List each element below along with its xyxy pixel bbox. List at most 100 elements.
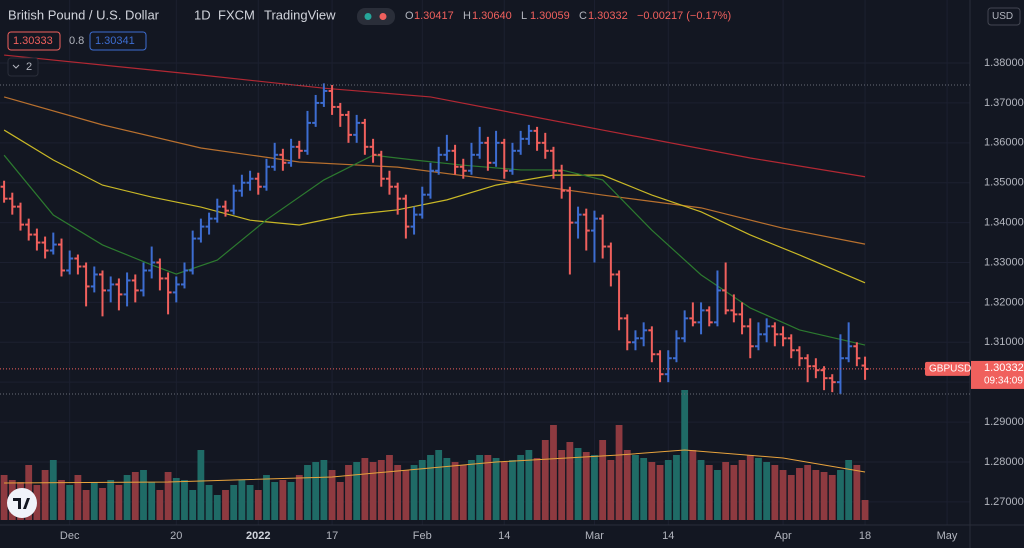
volume-bar — [476, 455, 484, 520]
y-tick-label: 1.32000 — [984, 296, 1024, 308]
volume-bar — [99, 488, 106, 520]
volume-bar — [468, 460, 475, 520]
status-dot — [364, 13, 372, 20]
y-tick-label: 1.38000 — [984, 57, 1024, 69]
ohlc-value: 1.30059 — [530, 10, 570, 22]
volume-bar — [156, 490, 164, 520]
volume-bar — [771, 465, 779, 520]
indicators-count: 2 — [26, 61, 32, 73]
volume-bar — [582, 452, 590, 520]
volume-bar — [90, 482, 98, 520]
volume-bar — [673, 455, 680, 520]
volume-bar — [230, 485, 238, 520]
ohlc-key: L — [521, 10, 527, 22]
x-tick-label: Dec — [60, 530, 80, 542]
currency: USD — [992, 11, 1013, 22]
volume-bar — [730, 465, 738, 520]
volume-bar — [566, 442, 574, 520]
bid: 1.30333 — [13, 35, 53, 47]
volume-bar — [689, 450, 697, 520]
y-tick-label: 1.33000 — [984, 256, 1024, 268]
status-pill[interactable] — [357, 8, 395, 25]
ask-box[interactable] — [89, 31, 147, 51]
volume-bar — [115, 485, 123, 520]
y-tick-label: 1.27000 — [984, 496, 1024, 508]
volume-bar — [189, 490, 197, 520]
volume-bar — [837, 470, 844, 520]
volume-bar — [66, 485, 74, 520]
status-dot — [379, 13, 387, 20]
volume-bar — [591, 455, 598, 520]
y-tick-label: 1.37000 — [984, 97, 1024, 109]
logo-mark — [13, 498, 30, 509]
volume-bar — [304, 465, 311, 520]
volume-bar — [763, 462, 771, 520]
volume-bar — [345, 465, 352, 520]
volume-bar — [533, 458, 541, 520]
volume-bar — [640, 458, 648, 520]
volume-bar — [804, 465, 812, 520]
volume-bar — [197, 450, 205, 520]
volume-bar — [705, 465, 713, 520]
volume-bar — [697, 460, 705, 520]
symbol-title: British Pound / U.S. Dollar — [8, 7, 160, 22]
logo[interactable] — [7, 488, 37, 518]
x-tick-label: May — [937, 530, 958, 542]
price-tag — [971, 360, 1024, 389]
volume-bar — [738, 460, 746, 520]
y-tick-label: 1.28000 — [984, 456, 1024, 468]
y-tick-label: 1.31000 — [984, 336, 1024, 348]
volume-ma — [4, 449, 866, 484]
interval: 1D — [194, 7, 211, 22]
price-tag-label: 1.30332 — [984, 362, 1024, 374]
volume-bar — [525, 450, 533, 520]
volume-bar — [550, 425, 557, 520]
volume-bar — [131, 472, 139, 520]
exchange: FXCM — [218, 7, 255, 22]
y-tick-label: 1.35000 — [984, 177, 1024, 189]
bid-box[interactable] — [7, 31, 61, 51]
volume-bar — [812, 470, 820, 520]
volume-bar — [853, 465, 861, 520]
volume-bar — [648, 462, 656, 520]
volume-bar — [746, 455, 754, 520]
x-tick-label: 14 — [498, 530, 510, 542]
volume-bar — [845, 460, 853, 520]
x-tick-label: Feb — [413, 530, 432, 542]
currency-box[interactable] — [987, 7, 1021, 26]
volume-bar — [222, 490, 229, 520]
volume-bar — [681, 390, 689, 520]
y-tick-label: 1.36000 — [984, 137, 1024, 149]
ohlc-value: 1.30417 — [414, 10, 454, 22]
volume-bar — [861, 500, 869, 520]
indicators-toggle[interactable] — [7, 57, 39, 77]
volume-bar — [320, 460, 328, 520]
volume-bar — [427, 455, 434, 520]
x-tick-label: 18 — [859, 530, 871, 542]
volume-bar — [828, 475, 836, 520]
x-tick-label: Mar — [585, 530, 604, 542]
volume-bar — [279, 480, 287, 520]
volume-bar — [443, 458, 451, 520]
volume-bar — [484, 455, 492, 520]
volume-bar — [148, 482, 156, 520]
volume-bar — [820, 472, 828, 520]
y-tick-label: 1.29000 — [984, 416, 1024, 428]
volume-bar — [623, 450, 631, 520]
ask: 1.30341 — [95, 35, 135, 47]
volume-bar — [459, 465, 467, 520]
volume-bar — [82, 490, 90, 520]
x-tick-label: 20 — [170, 530, 182, 542]
volume-bar — [517, 455, 525, 520]
volume-bar — [410, 465, 418, 520]
volume-bar — [402, 470, 410, 520]
volume-bar — [107, 480, 115, 520]
volume-bar — [779, 470, 787, 520]
ohlc-key: C — [579, 10, 587, 22]
volume-bar — [295, 475, 303, 520]
ohlc-key: O — [405, 10, 414, 22]
volume-bar — [632, 455, 639, 520]
volume-bar — [254, 490, 262, 520]
